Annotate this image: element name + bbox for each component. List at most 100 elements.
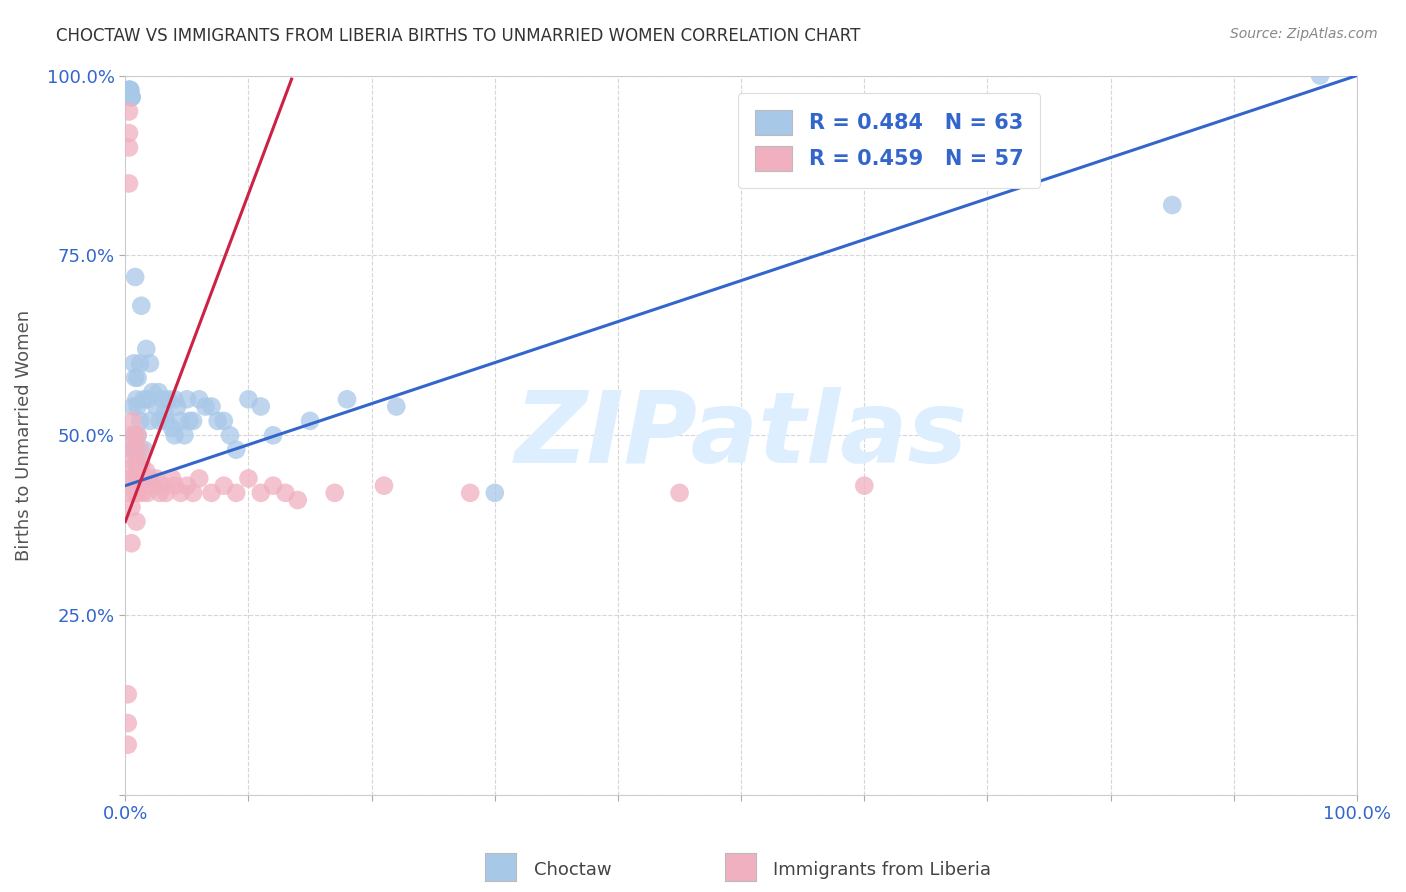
Point: [121, 400, 143, 414]
Point: [120, 83, 142, 97]
Point: [129, 414, 152, 428]
Point: [336, 392, 359, 407]
Point: [148, 385, 170, 400]
Point: [150, 478, 173, 492]
Point: [131, 299, 153, 313]
Point: [373, 478, 395, 492]
Point: [118, 126, 141, 140]
Text: ZIPatlas: ZIPatlas: [515, 387, 967, 483]
Point: [122, 356, 145, 370]
Point: [262, 478, 284, 492]
Point: [122, 471, 145, 485]
Point: [484, 486, 506, 500]
Point: [853, 478, 876, 492]
Point: [121, 442, 143, 457]
Point: [135, 464, 157, 478]
Point: [145, 400, 167, 414]
Point: [132, 471, 155, 485]
Point: [122, 428, 145, 442]
Point: [141, 478, 163, 492]
Point: [136, 486, 159, 500]
Point: [129, 356, 152, 370]
Point: [131, 457, 153, 471]
Point: [117, 716, 139, 731]
Point: [117, 687, 139, 701]
Point: [127, 370, 149, 384]
Point: [124, 457, 146, 471]
Point: [262, 428, 284, 442]
Point: [200, 486, 222, 500]
Point: [118, 83, 141, 97]
Point: [124, 370, 146, 384]
Point: [127, 457, 149, 471]
Point: [127, 457, 149, 471]
Point: [124, 486, 146, 500]
Point: [212, 478, 235, 492]
Point: [141, 385, 163, 400]
Point: [219, 428, 242, 442]
Point: [129, 442, 152, 457]
Point: [136, 392, 159, 407]
Point: [131, 486, 153, 500]
Point: [118, 83, 141, 97]
Point: [188, 392, 211, 407]
Point: [1161, 198, 1184, 212]
Point: [118, 83, 141, 97]
Point: [118, 104, 141, 119]
Point: [125, 392, 148, 407]
Point: [200, 400, 222, 414]
Y-axis label: Births to Unmarried Women: Births to Unmarried Women: [15, 310, 32, 561]
Point: [121, 442, 143, 457]
Point: [120, 83, 142, 97]
Point: [188, 471, 211, 485]
Point: [299, 414, 322, 428]
Point: [207, 414, 229, 428]
Point: [173, 428, 195, 442]
Point: [160, 471, 183, 485]
Point: [124, 428, 146, 442]
Point: [132, 442, 155, 457]
Text: Choctaw: Choctaw: [534, 861, 612, 879]
Point: [117, 738, 139, 752]
Point: [139, 471, 162, 485]
Point: [125, 442, 148, 457]
Point: [118, 140, 141, 154]
Point: [274, 486, 297, 500]
Point: [118, 177, 141, 191]
Point: [212, 414, 235, 428]
Point: [121, 471, 143, 485]
Point: [170, 414, 193, 428]
Point: [120, 457, 142, 471]
Point: [120, 90, 142, 104]
Point: [179, 414, 201, 428]
Point: [150, 392, 173, 407]
Point: [160, 421, 183, 435]
Point: [194, 400, 217, 414]
Point: [127, 400, 149, 414]
Text: CHOCTAW VS IMMIGRANTS FROM LIBERIA BIRTHS TO UNMARRIED WOMEN CORRELATION CHART: CHOCTAW VS IMMIGRANTS FROM LIBERIA BIRTH…: [56, 27, 860, 45]
Point: [323, 486, 346, 500]
Point: [125, 515, 148, 529]
Point: [121, 536, 143, 550]
Point: [124, 270, 146, 285]
Point: [127, 428, 149, 442]
Point: [249, 486, 271, 500]
Point: [225, 442, 247, 457]
Point: [153, 407, 176, 421]
Point: [176, 478, 198, 492]
Point: [135, 342, 157, 356]
Point: [121, 500, 143, 515]
Point: [157, 392, 180, 407]
Point: [129, 471, 152, 485]
Point: [121, 414, 143, 428]
Point: [249, 400, 271, 414]
Point: [120, 486, 142, 500]
Point: [139, 414, 162, 428]
Point: [385, 400, 408, 414]
Point: [181, 486, 204, 500]
Text: Source: ZipAtlas.com: Source: ZipAtlas.com: [1230, 27, 1378, 41]
Point: [121, 90, 143, 104]
Point: [176, 392, 198, 407]
Point: [1309, 69, 1331, 83]
Point: [668, 486, 690, 500]
